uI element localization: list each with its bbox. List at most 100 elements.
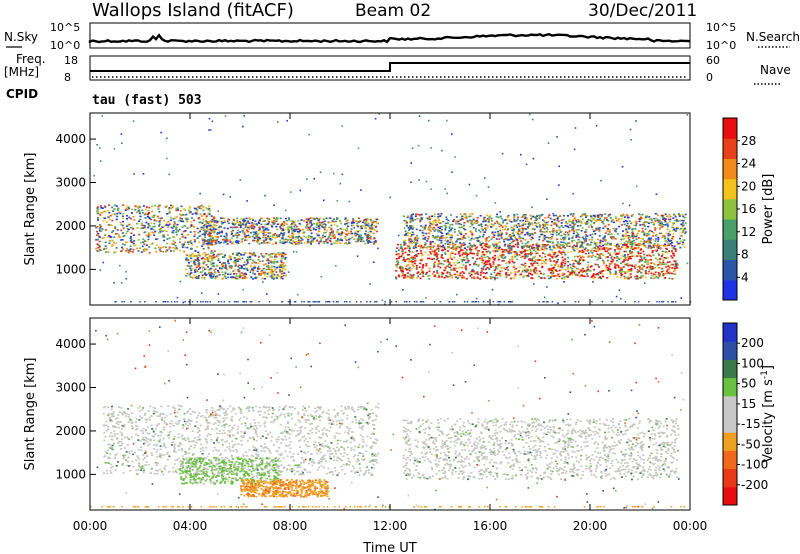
power-cell-112: [111, 231, 113, 233]
power-cell-3041: [549, 248, 552, 251]
power-cell-746: [269, 270, 272, 273]
power-cell-2683: [496, 267, 499, 270]
power-cell-4717: [621, 235, 624, 237]
power-cell-4795: [552, 231, 555, 233]
power-cell-4560: [621, 224, 623, 226]
power-cell-2576: [626, 259, 629, 261]
power-cell-2169: [440, 276, 443, 278]
power-cell-698: [245, 276, 248, 279]
power-cell-1857: [324, 231, 327, 234]
power-cell-3532: [631, 234, 634, 236]
power-scatter-34: [290, 191, 292, 193]
power-cell-451: [202, 206, 205, 208]
power-cell-1936: [366, 222, 369, 224]
power-cell-459: [172, 246, 175, 249]
power-cell-845: [281, 256, 284, 258]
power-cell-722: [264, 271, 267, 274]
power-cell-3195: [667, 268, 670, 271]
power-cell-432: [186, 217, 189, 220]
power-cell-1598: [297, 241, 300, 244]
power-cell-3145: [606, 259, 609, 262]
power-cell-2103: [433, 262, 435, 265]
power-cell-296: [181, 246, 184, 248]
power-cell-4309: [503, 245, 506, 247]
power-cell-3784: [652, 235, 655, 237]
power-cell-1803: [231, 226, 234, 229]
power-cell-4457: [469, 230, 472, 233]
power-cell-4431: [457, 238, 460, 240]
power-cell-2514: [444, 268, 447, 270]
power-cell-589: [160, 227, 162, 230]
power-cell-562: [152, 228, 155, 231]
power-cell-2250: [634, 247, 636, 249]
power-cell-299: [143, 213, 146, 216]
power-cell-35: [100, 211, 103, 214]
power-cell-4420: [432, 235, 435, 237]
power-cell-2594: [661, 255, 663, 257]
power-cell-1326: [269, 224, 272, 226]
power-cell-135: [179, 249, 181, 252]
power-cell-511: [138, 209, 141, 212]
power-cell-4437: [550, 237, 553, 239]
power-cell-732: [229, 265, 232, 267]
power-cell-1135: [373, 224, 376, 227]
power-cell-1106: [364, 226, 367, 228]
power-cell-4748: [612, 235, 615, 238]
power-cell-4480: [568, 219, 571, 221]
power-cell-3685: [436, 229, 439, 232]
power-cell-1019: [271, 273, 274, 275]
power-cell-2759: [513, 254, 516, 256]
power-cell-2302: [516, 246, 519, 248]
power-cell-2887: [532, 256, 535, 259]
power-cell-1935: [205, 226, 208, 228]
power-cell-4661: [434, 235, 437, 238]
power-cell-592: [199, 213, 202, 215]
power-cell-1984: [528, 266, 531, 268]
power-scatter-149: [93, 174, 95, 177]
power-cell-403: [172, 243, 175, 245]
power-cell-3991: [635, 222, 638, 225]
power-cell-2120: [466, 258, 469, 260]
power-cell-4713: [525, 218, 528, 220]
power-cell-4491: [484, 243, 487, 245]
power-cell-644: [276, 266, 278, 269]
power-cell-102: [200, 207, 203, 210]
power-cell-2151: [541, 243, 544, 246]
power-cell-4411: [632, 232, 635, 235]
power-cell-1465: [225, 235, 228, 238]
power-cell-1916: [334, 237, 337, 239]
power-cell-3168: [611, 258, 614, 261]
power-cell-753: [282, 262, 285, 264]
power-cell-4528: [516, 226, 519, 228]
power-cell-2879: [668, 271, 671, 273]
power-cell-3106: [589, 270, 592, 272]
power-cell-3910: [524, 233, 526, 236]
power-scatter-146: [475, 194, 478, 197]
power-cell-1687: [349, 237, 352, 240]
power-cell-1581: [333, 235, 336, 238]
power-cell-1703: [246, 221, 249, 223]
power-cell-4532: [430, 226, 433, 229]
power-cell-2736: [644, 270, 647, 273]
power-scatter-107: [546, 286, 548, 288]
power-cell-391: [152, 232, 155, 234]
power-cell-3399: [572, 213, 575, 215]
power-cell-4485: [596, 238, 599, 241]
power-cell-3547: [673, 229, 676, 231]
power-cell-3346: [646, 266, 649, 269]
power-cell-4204: [570, 213, 573, 215]
power-cell-2405: [398, 275, 401, 278]
power-cell-841: [271, 265, 273, 268]
power-cell-1753: [278, 234, 281, 236]
power-cell-1816: [296, 237, 299, 239]
power-cell-3289: [597, 246, 599, 248]
power-cell-2185: [412, 256, 415, 259]
power-cell-865: [244, 264, 247, 267]
power-cell-3635: [502, 221, 504, 224]
power-cell-1264: [326, 238, 329, 240]
power-cell-2083: [641, 268, 644, 271]
power-cell-2883: [446, 250, 449, 252]
power-cell-1567: [317, 230, 320, 233]
power-cell-2242: [570, 272, 573, 275]
power-cell-3375: [454, 253, 457, 255]
